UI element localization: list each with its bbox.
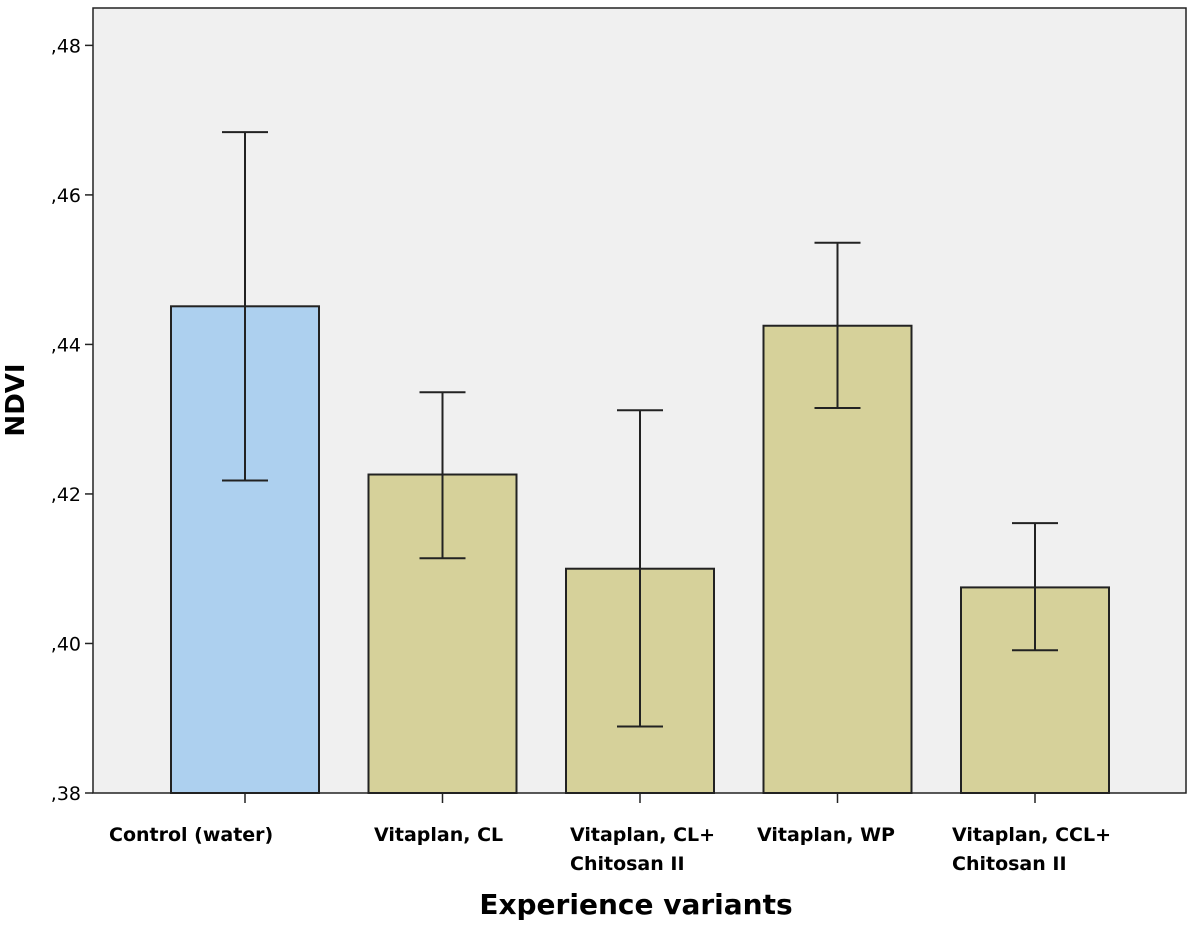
y-tick-label: ,40 — [51, 633, 81, 655]
x-axis: Control (water) Vitaplan, CL Vitaplan, CL+… — [109, 793, 1111, 875]
y-tick-label: ,42 — [51, 484, 81, 506]
x-category-label: Vitaplan, CL — [374, 824, 503, 846]
x-category-label: Vitaplan, CL+ Chitosan II — [570, 824, 715, 875]
error-bars — [222, 131, 1058, 728]
y-tick-label: ,38 — [51, 783, 81, 805]
x-category-label: Control (water) — [109, 824, 273, 846]
x-category-label: Vitaplan, WP — [757, 824, 895, 846]
y-tick-label: ,44 — [51, 334, 81, 356]
y-tick-label: ,48 — [51, 35, 81, 57]
y-tick-label: ,46 — [51, 185, 81, 207]
y-axis: ,38 ,40 ,42 ,44 ,46 ,48 — [51, 35, 93, 805]
x-category-label: Vitaplan, CCL+ Chitosan II — [952, 824, 1111, 875]
x-axis-title: Experience variants — [479, 888, 792, 921]
y-axis-title: NDVI — [1, 363, 31, 436]
